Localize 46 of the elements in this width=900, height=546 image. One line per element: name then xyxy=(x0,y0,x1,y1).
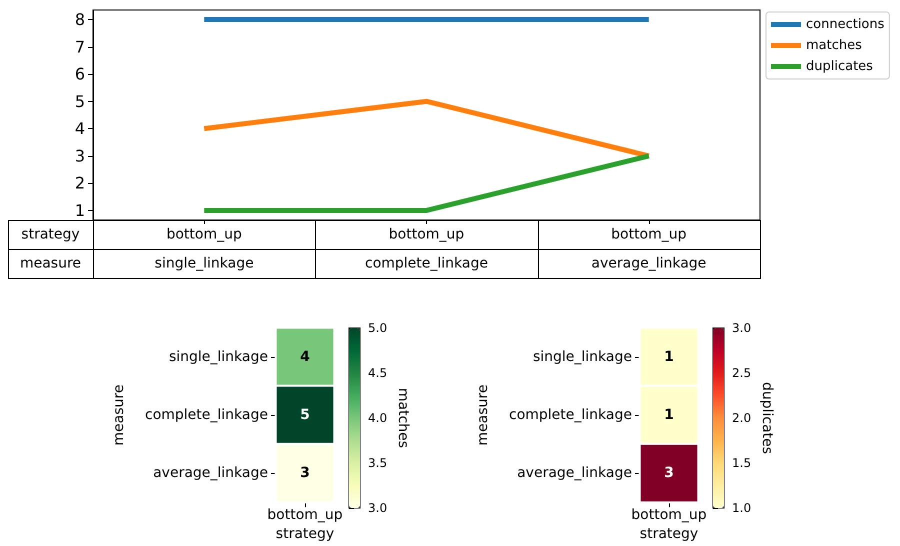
color-bar-label: 3.5 xyxy=(368,456,388,470)
color-bar-label: 2.0 xyxy=(732,411,752,425)
y-tick-label: complete_linkage xyxy=(145,407,268,424)
legend-label: matches xyxy=(806,38,862,53)
y-tick-label: average_linkage xyxy=(517,465,632,482)
x-axis-title: strategy xyxy=(640,526,698,542)
y-tick-label: 5 xyxy=(74,92,85,111)
text: bottom_up xyxy=(611,226,687,242)
data-label: 3 xyxy=(300,465,310,482)
y-tick-label: 2 xyxy=(74,174,85,193)
legend-label: connections xyxy=(806,17,885,32)
y-tick-label: 8 xyxy=(74,10,85,30)
y-tick-label: average_linkage xyxy=(153,465,268,482)
data-label: 3 xyxy=(664,465,674,482)
y-axis-title: measure xyxy=(111,384,127,446)
y-tick-label: 4 xyxy=(74,119,85,138)
color-bar-label: 4.0 xyxy=(368,411,388,425)
color-bar-label: 1.5 xyxy=(732,456,752,470)
y-tick-label: single_linkage xyxy=(532,349,632,366)
color-bar-label: 5.0 xyxy=(368,321,388,335)
data-label: 4 xyxy=(300,349,310,366)
data-label: 5 xyxy=(300,407,310,424)
color-bar-label: 1.0 xyxy=(732,501,752,515)
x-tick-label: complete_linkage xyxy=(365,256,488,272)
data-label: 1 xyxy=(664,407,674,424)
y-tick-label: single_linkage xyxy=(168,349,268,366)
y-tick-label: 7 xyxy=(74,37,85,56)
x-tick-label: average_linkage xyxy=(591,256,706,272)
legend-label: duplicates xyxy=(806,59,874,74)
color-bar-label: 3.0 xyxy=(732,321,752,335)
text: bottom_up xyxy=(388,226,464,242)
color-bar-label: 4.5 xyxy=(368,366,388,380)
color-bar-title: duplicates xyxy=(759,382,775,454)
color-bar-title: matches xyxy=(395,388,411,448)
text: strategy xyxy=(21,226,80,242)
color-bar-label: 3.0 xyxy=(368,501,388,515)
text: measure xyxy=(20,256,82,272)
color-bar-label: 2.5 xyxy=(732,366,752,380)
data-label: 1 xyxy=(664,349,674,366)
y-axis-title: measure xyxy=(475,384,491,446)
y-tick-label: complete_linkage xyxy=(509,407,632,424)
y-tick-label: 1 xyxy=(74,200,85,220)
text: bottom_up xyxy=(166,226,242,242)
y-tick-label: 3 xyxy=(74,146,85,166)
x-axis-title: strategy xyxy=(276,526,334,542)
y-tick-label: 6 xyxy=(74,64,85,84)
